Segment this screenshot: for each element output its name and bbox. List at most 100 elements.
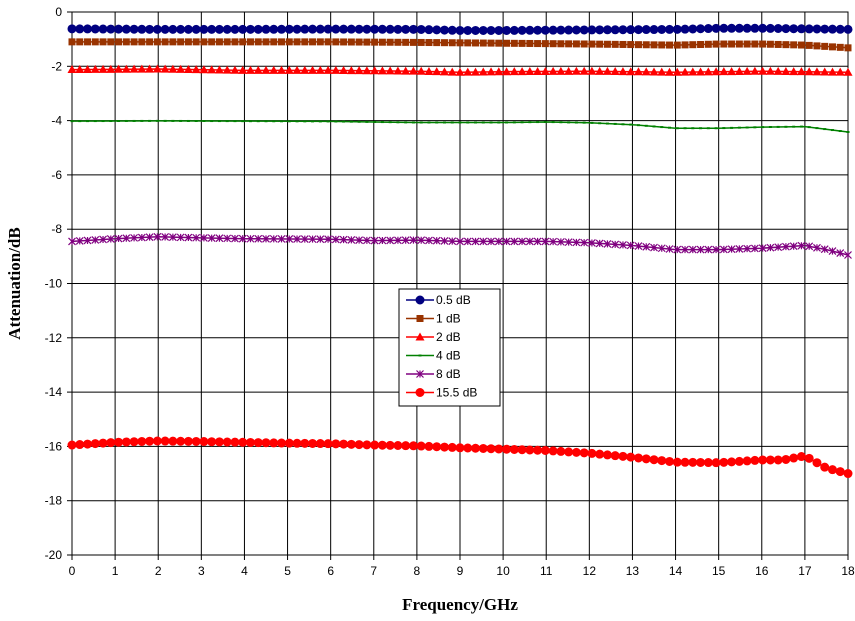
data-point <box>688 457 698 467</box>
data-point <box>340 38 348 46</box>
data-point <box>199 437 209 447</box>
data-point <box>98 64 108 73</box>
data-point <box>843 67 853 76</box>
data-point <box>471 237 480 246</box>
data-point <box>540 66 550 75</box>
data-point <box>417 38 425 46</box>
data-point <box>207 65 217 74</box>
data-point <box>689 41 697 49</box>
data-point <box>642 242 651 251</box>
legend-item: 8 dB <box>406 367 461 381</box>
series-4 <box>68 232 852 259</box>
data-point <box>308 438 318 448</box>
x-tick-label: 13 <box>626 564 640 578</box>
data-point <box>285 38 293 46</box>
data-point <box>680 457 690 467</box>
data-point <box>486 444 496 454</box>
data-point <box>796 24 806 34</box>
data-point <box>230 24 240 34</box>
data-point <box>323 65 333 74</box>
data-point <box>331 65 341 74</box>
data-point <box>184 233 193 242</box>
data-point <box>540 25 550 35</box>
data-point <box>339 439 349 449</box>
data-point <box>114 64 124 73</box>
data-point <box>354 24 364 34</box>
data-point <box>145 233 154 242</box>
data-point <box>439 442 449 452</box>
data-point <box>533 67 543 76</box>
data-point <box>805 41 813 49</box>
data-point <box>339 65 349 74</box>
data-point <box>262 38 270 46</box>
data-point <box>238 437 248 447</box>
data-point <box>160 64 170 73</box>
legend-marker <box>416 370 424 378</box>
legend-item: 0.5 dB <box>406 293 471 307</box>
data-point <box>98 24 108 34</box>
data-point <box>90 439 100 449</box>
y-tick-label: -2 <box>51 59 62 73</box>
data-point <box>393 24 403 34</box>
data-point <box>222 24 232 34</box>
x-tick-label: 7 <box>370 564 377 578</box>
data-point <box>223 38 231 46</box>
data-point <box>300 24 310 34</box>
data-point <box>688 24 698 34</box>
data-point <box>362 236 371 245</box>
data-point <box>556 66 566 75</box>
data-point <box>571 25 581 35</box>
data-point <box>246 38 254 46</box>
data-point <box>262 234 270 243</box>
data-point <box>207 437 217 447</box>
data-point <box>464 39 472 47</box>
x-tick-label: 15 <box>712 564 726 578</box>
data-point <box>432 442 442 452</box>
series-2 <box>67 64 853 76</box>
legend-label: 4 dB <box>436 349 461 363</box>
data-point <box>192 38 200 46</box>
data-point <box>137 24 147 34</box>
data-point <box>836 43 844 51</box>
data-point <box>711 23 721 33</box>
data-point <box>727 245 736 254</box>
data-point <box>98 438 108 448</box>
data-point <box>300 65 310 74</box>
data-point <box>665 245 674 253</box>
data-point <box>719 67 729 76</box>
data-point <box>595 66 605 75</box>
data-point <box>84 38 92 46</box>
data-point <box>533 25 543 35</box>
data-point <box>129 24 139 34</box>
data-point <box>487 39 495 47</box>
data-point <box>633 67 643 76</box>
y-tick-label: -12 <box>45 331 63 345</box>
data-point <box>362 66 372 75</box>
data-point <box>649 25 659 35</box>
data-point <box>728 40 736 48</box>
data-point <box>214 24 224 34</box>
data-point <box>650 243 658 252</box>
x-tick-label: 8 <box>414 564 421 578</box>
x-tick-label: 6 <box>327 564 334 578</box>
data-point <box>796 67 806 76</box>
data-point <box>758 244 767 253</box>
data-point <box>153 38 161 46</box>
data-point <box>517 445 527 455</box>
data-point <box>697 40 705 48</box>
data-point <box>773 23 783 33</box>
data-point <box>518 237 527 246</box>
data-point <box>472 39 480 47</box>
data-point <box>75 440 85 450</box>
data-point <box>571 447 581 457</box>
data-point <box>719 245 728 254</box>
data-point <box>572 238 581 247</box>
data-point <box>160 24 170 34</box>
data-point <box>610 67 620 76</box>
data-point <box>385 24 395 34</box>
data-point <box>278 38 286 46</box>
data-point <box>83 439 93 449</box>
data-point <box>704 40 712 48</box>
data-point <box>316 38 324 46</box>
data-point <box>177 38 185 46</box>
